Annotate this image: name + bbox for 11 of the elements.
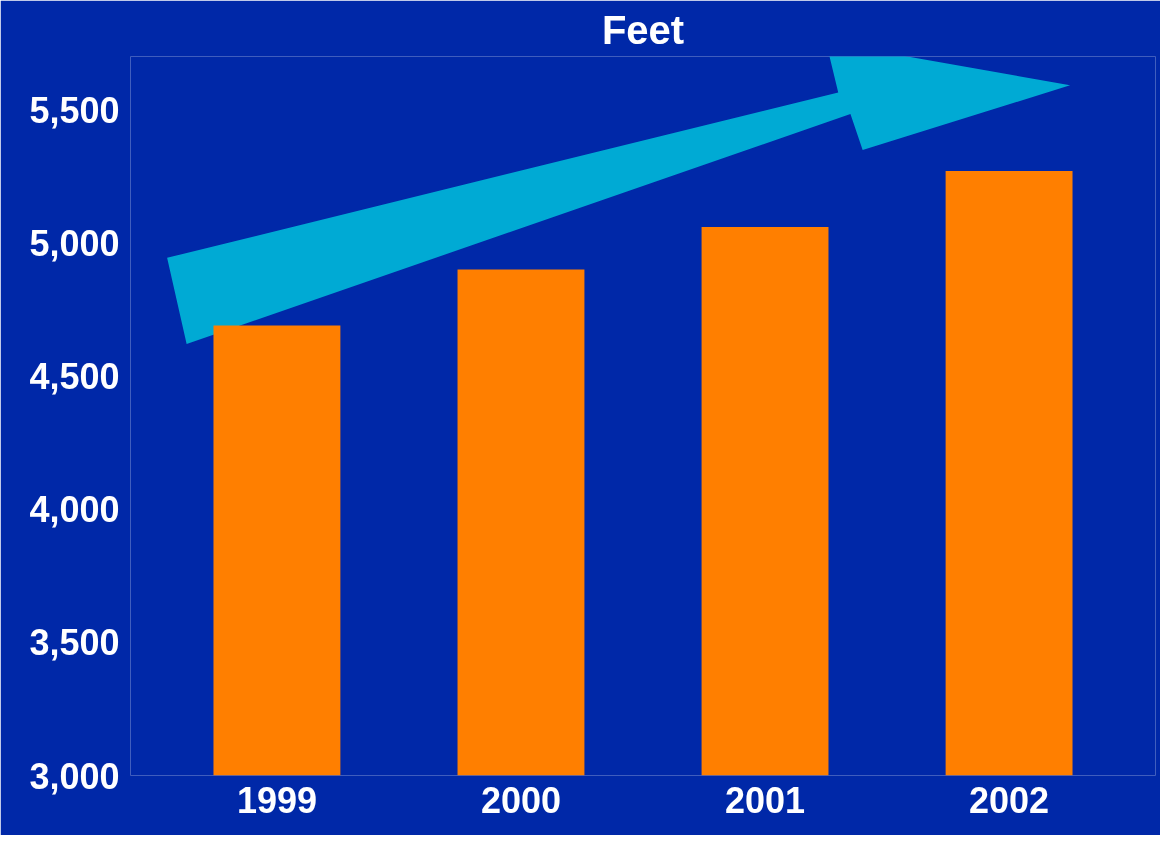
y-tick-label: 4,500 [29, 356, 120, 398]
x-tick-label: 2001 [724, 779, 806, 821]
x-tick-label: 2002 [969, 779, 1050, 821]
x-tick-label: 2000 [480, 779, 562, 821]
chart-title: Feet [601, 7, 685, 52]
y-tick-label: 5,000 [29, 222, 120, 264]
y-tick-label: 3,000 [29, 755, 120, 797]
y-tick-label: 3,500 [29, 622, 120, 664]
y-tick-label: 5,500 [29, 89, 120, 131]
x-tick-label: 1999 [236, 779, 317, 821]
y-tick-label: 4,000 [29, 489, 120, 531]
